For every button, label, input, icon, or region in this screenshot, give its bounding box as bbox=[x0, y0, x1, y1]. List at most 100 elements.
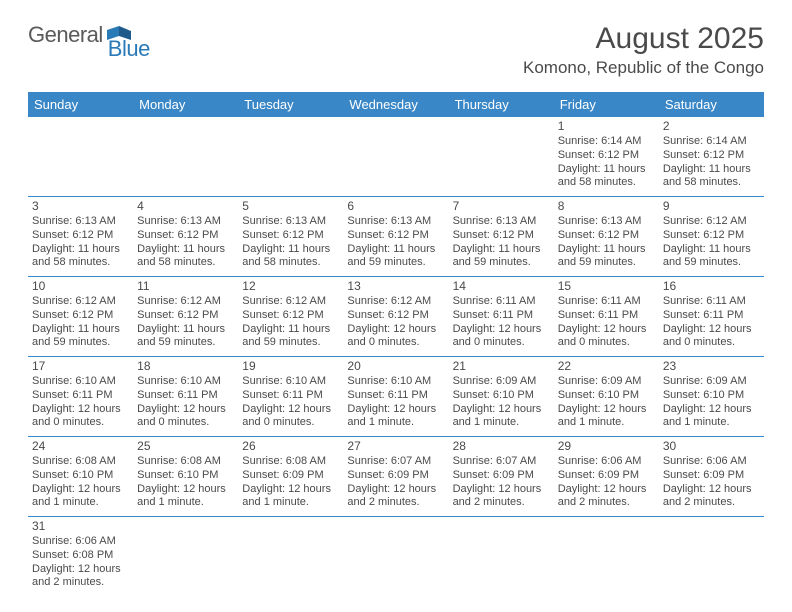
day-info-line: and 1 minute. bbox=[32, 496, 129, 510]
day-number: 12 bbox=[242, 279, 339, 294]
day-info-line: Sunrise: 6:10 AM bbox=[347, 375, 444, 389]
day-info-line: Sunset: 6:11 PM bbox=[453, 309, 550, 323]
day-info-line: Daylight: 12 hours bbox=[453, 323, 550, 337]
day-info-line: and 1 minute. bbox=[347, 416, 444, 430]
day-number: 7 bbox=[453, 199, 550, 214]
day-info-line: Sunset: 6:09 PM bbox=[347, 469, 444, 483]
day-info-line: Daylight: 11 hours bbox=[242, 243, 339, 257]
day-header: Friday bbox=[554, 92, 659, 117]
day-info-line: Sunrise: 6:12 AM bbox=[32, 295, 129, 309]
day-info-line: Daylight: 12 hours bbox=[663, 483, 760, 497]
day-info-line: and 0 minutes. bbox=[242, 416, 339, 430]
day-number: 30 bbox=[663, 439, 760, 454]
day-info-line: Daylight: 12 hours bbox=[558, 483, 655, 497]
day-number: 20 bbox=[347, 359, 444, 374]
day-info-line: Sunset: 6:10 PM bbox=[32, 469, 129, 483]
calendar-cell: 16Sunrise: 6:11 AMSunset: 6:11 PMDayligh… bbox=[659, 277, 764, 357]
day-info-line: Daylight: 11 hours bbox=[558, 163, 655, 177]
day-info-line: Daylight: 12 hours bbox=[347, 483, 444, 497]
calendar-cell: 1Sunrise: 6:14 AMSunset: 6:12 PMDaylight… bbox=[554, 117, 659, 197]
logo-text-blue: Blue bbox=[108, 36, 150, 62]
day-info-line: Sunrise: 6:13 AM bbox=[558, 215, 655, 229]
day-number: 3 bbox=[32, 199, 129, 214]
day-info-line: Sunset: 6:12 PM bbox=[32, 229, 129, 243]
day-info-line: and 59 minutes. bbox=[347, 256, 444, 270]
day-info-line: Sunset: 6:11 PM bbox=[558, 309, 655, 323]
day-info-line: Sunset: 6:12 PM bbox=[32, 309, 129, 323]
day-header: Tuesday bbox=[238, 92, 343, 117]
day-number: 28 bbox=[453, 439, 550, 454]
day-header: Sunday bbox=[28, 92, 133, 117]
day-info-line: and 2 minutes. bbox=[453, 496, 550, 510]
calendar-cell: 15Sunrise: 6:11 AMSunset: 6:11 PMDayligh… bbox=[554, 277, 659, 357]
calendar-cell: 7Sunrise: 6:13 AMSunset: 6:12 PMDaylight… bbox=[449, 197, 554, 277]
calendar-cell: 12Sunrise: 6:12 AMSunset: 6:12 PMDayligh… bbox=[238, 277, 343, 357]
day-info-line: and 59 minutes. bbox=[137, 336, 234, 350]
day-info-line: and 0 minutes. bbox=[558, 336, 655, 350]
day-info-line: Sunrise: 6:10 AM bbox=[32, 375, 129, 389]
day-info-line: Sunrise: 6:13 AM bbox=[242, 215, 339, 229]
day-info-line: Sunrise: 6:12 AM bbox=[242, 295, 339, 309]
day-number: 29 bbox=[558, 439, 655, 454]
calendar-cell: 25Sunrise: 6:08 AMSunset: 6:10 PMDayligh… bbox=[133, 437, 238, 517]
day-info-line: and 1 minute. bbox=[453, 416, 550, 430]
day-number: 2 bbox=[663, 119, 760, 134]
calendar-cell: 17Sunrise: 6:10 AMSunset: 6:11 PMDayligh… bbox=[28, 357, 133, 437]
day-number: 27 bbox=[347, 439, 444, 454]
day-info-line: Sunrise: 6:11 AM bbox=[558, 295, 655, 309]
day-number: 1 bbox=[558, 119, 655, 134]
day-info-line: Daylight: 12 hours bbox=[32, 483, 129, 497]
day-info-line: Sunrise: 6:07 AM bbox=[347, 455, 444, 469]
day-info-line: Sunrise: 6:08 AM bbox=[32, 455, 129, 469]
calendar-cell: 30Sunrise: 6:06 AMSunset: 6:09 PMDayligh… bbox=[659, 437, 764, 517]
day-info-line: Daylight: 12 hours bbox=[137, 403, 234, 417]
day-info-line: and 2 minutes. bbox=[663, 496, 760, 510]
day-header-row: SundayMondayTuesdayWednesdayThursdayFrid… bbox=[28, 92, 764, 117]
day-number: 4 bbox=[137, 199, 234, 214]
day-info-line: and 59 minutes. bbox=[453, 256, 550, 270]
day-info-line: and 0 minutes. bbox=[137, 416, 234, 430]
calendar-row: 24Sunrise: 6:08 AMSunset: 6:10 PMDayligh… bbox=[28, 437, 764, 517]
day-info-line: Sunrise: 6:14 AM bbox=[663, 135, 760, 149]
day-info-line: Sunrise: 6:12 AM bbox=[663, 215, 760, 229]
day-info-line: Daylight: 11 hours bbox=[453, 243, 550, 257]
day-info-line: and 1 minute. bbox=[663, 416, 760, 430]
day-info-line: and 0 minutes. bbox=[663, 336, 760, 350]
day-info-line: Sunset: 6:12 PM bbox=[558, 149, 655, 163]
calendar-cell-empty bbox=[449, 517, 554, 597]
day-info-line: Sunset: 6:11 PM bbox=[663, 309, 760, 323]
calendar-row: 3Sunrise: 6:13 AMSunset: 6:12 PMDaylight… bbox=[28, 197, 764, 277]
calendar-cell-empty bbox=[343, 517, 448, 597]
day-info-line: and 59 minutes. bbox=[32, 336, 129, 350]
calendar-cell: 23Sunrise: 6:09 AMSunset: 6:10 PMDayligh… bbox=[659, 357, 764, 437]
day-info-line: Daylight: 11 hours bbox=[663, 163, 760, 177]
calendar-row: 31Sunrise: 6:06 AMSunset: 6:08 PMDayligh… bbox=[28, 517, 764, 597]
day-info-line: Daylight: 12 hours bbox=[663, 323, 760, 337]
calendar-cell-empty bbox=[28, 117, 133, 197]
calendar-cell: 8Sunrise: 6:13 AMSunset: 6:12 PMDaylight… bbox=[554, 197, 659, 277]
day-info-line: and 58 minutes. bbox=[558, 176, 655, 190]
month-title: August 2025 bbox=[523, 22, 764, 56]
day-info-line: Daylight: 12 hours bbox=[242, 483, 339, 497]
calendar-cell: 21Sunrise: 6:09 AMSunset: 6:10 PMDayligh… bbox=[449, 357, 554, 437]
day-number: 21 bbox=[453, 359, 550, 374]
calendar-cell-empty bbox=[238, 517, 343, 597]
day-info-line: and 58 minutes. bbox=[663, 176, 760, 190]
day-number: 22 bbox=[558, 359, 655, 374]
calendar-cell-empty bbox=[449, 117, 554, 197]
day-info-line: Sunset: 6:10 PM bbox=[137, 469, 234, 483]
day-info-line: Sunset: 6:12 PM bbox=[558, 229, 655, 243]
day-number: 25 bbox=[137, 439, 234, 454]
calendar-cell: 19Sunrise: 6:10 AMSunset: 6:11 PMDayligh… bbox=[238, 357, 343, 437]
day-number: 19 bbox=[242, 359, 339, 374]
day-info-line: Sunrise: 6:14 AM bbox=[558, 135, 655, 149]
day-info-line: Daylight: 12 hours bbox=[32, 403, 129, 417]
day-number: 23 bbox=[663, 359, 760, 374]
day-info-line: Sunset: 6:11 PM bbox=[32, 389, 129, 403]
day-number: 5 bbox=[242, 199, 339, 214]
day-info-line: Daylight: 12 hours bbox=[32, 563, 129, 577]
calendar-cell: 20Sunrise: 6:10 AMSunset: 6:11 PMDayligh… bbox=[343, 357, 448, 437]
day-info-line: Sunset: 6:12 PM bbox=[453, 229, 550, 243]
day-header: Wednesday bbox=[343, 92, 448, 117]
day-info-line: Sunrise: 6:11 AM bbox=[663, 295, 760, 309]
